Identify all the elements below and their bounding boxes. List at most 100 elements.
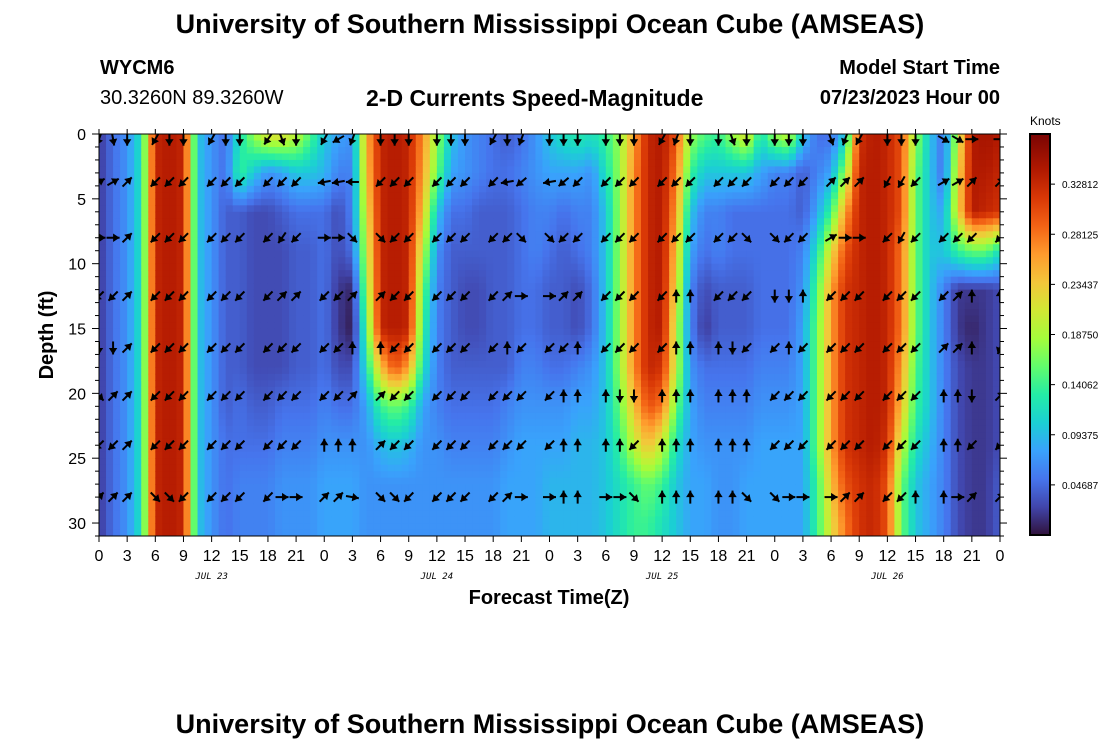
heatmap-cell (387, 367, 396, 375)
heatmap-cell (324, 523, 332, 531)
heatmap-cell (648, 432, 656, 440)
heatmap-cell (570, 412, 579, 420)
heatmap-cell (134, 172, 142, 180)
heatmap-cell (577, 484, 586, 492)
heatmap-cell (253, 289, 262, 297)
heatmap-cell (472, 270, 480, 278)
heatmap-cell (99, 134, 107, 142)
heatmap-cell (577, 386, 586, 394)
heatmap-cell (415, 315, 424, 323)
heatmap-cell (570, 471, 579, 479)
heatmap-cell (641, 328, 649, 336)
heatmap-cell (359, 166, 368, 174)
heatmap-cell (514, 244, 522, 252)
heatmap-cell (274, 529, 283, 536)
heatmap-cell (120, 438, 128, 446)
heatmap-cell (260, 283, 269, 291)
heatmap-cell (106, 166, 114, 174)
heatmap-cell (500, 205, 508, 213)
heatmap-cell (169, 224, 178, 232)
heatmap-cell (514, 406, 522, 414)
heatmap-cell (394, 198, 403, 206)
heatmap-cell (183, 419, 192, 427)
heatmap-cell (211, 393, 220, 401)
heatmap-cell (190, 166, 199, 174)
heatmap-cell (450, 179, 459, 187)
heatmap-cell (324, 425, 332, 433)
heatmap-cell (324, 224, 332, 232)
heatmap-cell (612, 218, 621, 226)
heatmap-cell (450, 296, 459, 304)
heatmap-cell (591, 224, 600, 232)
heatmap-cell (296, 134, 304, 142)
heatmap-cell (598, 140, 607, 148)
heatmap-cell (507, 464, 515, 472)
heatmap-cell (169, 458, 178, 466)
heatmap-cell (197, 341, 206, 349)
heatmap-cell (190, 523, 199, 531)
heatmap-cell (331, 237, 339, 245)
heatmap-cell (472, 322, 480, 330)
heatmap-cell (648, 484, 656, 492)
heatmap-cell (415, 172, 424, 180)
heatmap-cell (113, 510, 121, 518)
heatmap-cell (162, 367, 170, 375)
heatmap-cell (324, 360, 332, 369)
heatmap-cell (141, 296, 149, 304)
heatmap-cell (120, 419, 128, 427)
heatmap-cell (274, 451, 283, 459)
heatmap-cell (556, 309, 565, 317)
heatmap-cell (563, 179, 572, 187)
heatmap-cell (148, 244, 156, 252)
heatmap-cell (521, 354, 529, 362)
heatmap-cell (106, 503, 114, 511)
heatmap-cell (246, 445, 255, 453)
heatmap-cell (176, 250, 185, 258)
heatmap-cell (134, 347, 142, 356)
heatmap-cell (493, 360, 501, 369)
heatmap-cell (514, 289, 522, 297)
heatmap-cell (507, 134, 515, 142)
heatmap-cell (443, 224, 452, 232)
heatmap-cell (134, 380, 142, 388)
heatmap-cell (465, 335, 473, 343)
heatmap-cell (246, 224, 255, 232)
heatmap-cell (148, 283, 156, 291)
heatmap-cell (556, 445, 565, 453)
heatmap-cell (401, 438, 410, 446)
heatmap-cell (401, 198, 410, 206)
heatmap-cell (99, 257, 107, 265)
heatmap-cell (211, 159, 220, 168)
heatmap-cell (394, 146, 403, 155)
heatmap-cell (317, 276, 325, 284)
heatmap-cell (486, 354, 494, 362)
heatmap-cell (570, 315, 579, 323)
heatmap-cell (317, 257, 325, 265)
heatmap-cell (408, 399, 417, 407)
heatmap-cell (296, 412, 304, 420)
heatmap-cell (612, 477, 621, 485)
heatmap-cell (282, 523, 290, 531)
heatmap-cell (563, 146, 572, 155)
heatmap-cell (232, 399, 241, 407)
heatmap-cell (591, 198, 600, 206)
heatmap-cell (521, 146, 529, 155)
heatmap-cell (394, 309, 403, 317)
heatmap-cell (415, 283, 424, 291)
heatmap-cell (479, 146, 487, 155)
heatmap-cell (155, 347, 163, 356)
heatmap-cell (183, 503, 192, 511)
heatmap-cell (296, 354, 304, 362)
heatmap-cell (289, 406, 297, 414)
heatmap-cell (120, 490, 128, 498)
heatmap-cell (310, 484, 318, 492)
heatmap-cell (648, 322, 656, 330)
heatmap-cell (486, 198, 494, 206)
heatmap-cell (507, 205, 515, 213)
heatmap-cell (148, 315, 156, 323)
heatmap-cell (169, 134, 178, 142)
heatmap-cell (422, 237, 431, 245)
heatmap-cell (204, 412, 213, 420)
heatmap-cell (507, 497, 515, 505)
heatmap-cell (521, 406, 529, 414)
